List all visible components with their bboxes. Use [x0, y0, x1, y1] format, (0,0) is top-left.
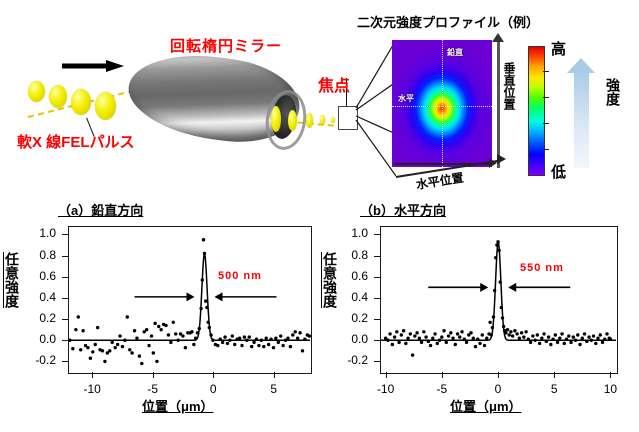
plot-ytick: [374, 276, 380, 278]
plot-a-xlabel: 位置（μm）: [142, 399, 214, 414]
map-yaxis-label: 垂直位置: [502, 62, 516, 110]
plot-xtick-label: -5: [147, 382, 159, 396]
focus-leader-line: [346, 78, 347, 108]
plot-xtick: [385, 372, 387, 378]
plot-ytick-label: -0.2: [35, 353, 56, 368]
fel-pulse: [71, 89, 91, 115]
fel-pulse: [49, 85, 67, 108]
colorbar-tick: [543, 71, 549, 72]
focus-box: [338, 106, 358, 130]
plot-ytick-label: 0.8: [39, 247, 56, 262]
plot-a-fwhm-label: 500 nm: [218, 270, 262, 282]
plot-xtick-label: -10: [376, 382, 395, 396]
plot-b-fwhm-label: 550 nm: [520, 262, 564, 274]
intensity-map-2d: 鉛直 水平: [392, 40, 492, 167]
plot-ytick: [62, 361, 68, 363]
mirror-label: 回転楕円ミラー: [170, 38, 283, 55]
plot-xtick: [498, 372, 499, 378]
plot-xtick-label: 0: [209, 382, 217, 396]
map-inner-horizontal-arrow-icon: [489, 158, 497, 168]
plot-a-title: （a）鉛直方向: [58, 203, 144, 218]
plot-ytick: [374, 340, 380, 342]
map-horizontal-crosshair: [392, 106, 492, 108]
colorbar-low-label: 低: [551, 164, 567, 181]
plot-xtick: [441, 372, 443, 378]
focus-label: 焦点: [318, 78, 351, 95]
plot-ytick-label: 0.4: [39, 289, 56, 304]
map-vertical-tag: 鉛直: [447, 48, 463, 57]
plot-xtick: [152, 372, 154, 378]
plot-a-ylabel: 任意強度: [4, 252, 20, 308]
plot-ytick-label: 0.4: [351, 289, 368, 304]
colorbar-axis-label: 強度: [605, 78, 621, 106]
pulse-label: 軟X 線FELパルス: [17, 134, 135, 151]
plot-a-frame: [68, 226, 312, 374]
focused-pulse: [271, 106, 281, 132]
plot-xtick-label: -10: [83, 382, 101, 396]
plot-ytick-label: 0.0: [39, 332, 56, 347]
plot-ytick: [62, 340, 68, 342]
intensity-colorbar: [528, 46, 545, 176]
plot-ytick: [62, 297, 68, 299]
colorbar-tick: [543, 97, 549, 98]
plot-xtick-label: 10: [603, 382, 618, 396]
plot-ytick: [374, 234, 380, 236]
plot-ytick-label: 1.0: [351, 226, 368, 241]
plot-ytick-label: 0.2: [39, 311, 56, 326]
plot-ytick-label: 0.0: [351, 332, 368, 347]
colorbar-high-label: 高: [551, 41, 567, 58]
plot-xtick-label: 0: [494, 382, 502, 396]
map-title: 二次元強度プロファイル（例）: [357, 15, 540, 30]
plot-xtick: [92, 372, 94, 378]
colorbar-tick: [543, 149, 549, 150]
plot-ytick-label: 1.0: [39, 226, 56, 241]
magnification-lines: [355, 39, 396, 177]
plot-xtick-label: 5: [270, 382, 278, 396]
map-horizontal-tag: 水平: [398, 94, 414, 103]
plot-xtick: [213, 372, 215, 378]
plot-ytick: [374, 319, 380, 321]
map-vertical-axis: [497, 40, 500, 168]
plot-panel-b: （b）水平方向 任意強度 位置（μm） -0.2 0.0 0.2 0.4 0.6 0.8 1…: [320, 200, 639, 432]
plot-panel-a: （a）鉛直方向 任意強度 位置（μm） -0.2 0.0 0.2 0.4 0.6 0.8 1…: [0, 200, 319, 432]
plot-ytick: [374, 255, 380, 257]
focused-pulse: [306, 113, 313, 128]
plot-ytick: [62, 255, 68, 257]
focused-pulse: [288, 110, 297, 131]
plot-xtick: [554, 372, 556, 378]
fel-pulse: [95, 92, 116, 120]
map-vertical-crosshair: [442, 40, 443, 167]
focused-pulse: [320, 115, 325, 125]
beam-direction-arrow-icon: [62, 60, 124, 72]
plot-ytick: [62, 234, 68, 236]
plot-xtick: [610, 372, 612, 378]
intensity-arrow-head-icon: [567, 58, 595, 73]
plot-ytick: [374, 361, 380, 363]
plot-xtick-label: 5: [550, 382, 558, 396]
map-inner-horizontal-axis: [394, 163, 492, 165]
schematic-diagram: 回転楕円ミラー 軟X 線FELパルス 焦点 二次元強度プロファイル（例）: [0, 0, 639, 200]
plot-ytick: [62, 276, 68, 278]
map-vertical-axis-arrow-icon: [492, 33, 504, 42]
plot-ytick: [62, 319, 68, 321]
plot-b-xlabel: 位置（μm）: [450, 399, 522, 414]
plot-ytick-label: 0.6: [39, 268, 56, 283]
colorbar-tick: [543, 123, 549, 124]
focused-pulse: [331, 117, 335, 123]
plot-ytick-label: 0.2: [351, 311, 368, 326]
plot-b-frame: [380, 226, 618, 374]
plot-b-title: （b）水平方向: [360, 203, 446, 218]
fel-pulse: [28, 81, 45, 102]
plot-xtick: [273, 372, 275, 378]
intensity-arrow-shaft: [574, 70, 589, 168]
map-horizontal-axis-arrow-icon: [497, 154, 506, 164]
plot-b-ylabel: 任意強度: [322, 252, 338, 308]
plot-xtick-label: -5: [436, 382, 448, 396]
plot-ytick: [374, 297, 380, 299]
plot-ytick-label: 0.6: [351, 268, 368, 283]
plot-ytick-label: 0.8: [351, 247, 368, 262]
plot-ytick-label: -0.2: [347, 353, 368, 368]
